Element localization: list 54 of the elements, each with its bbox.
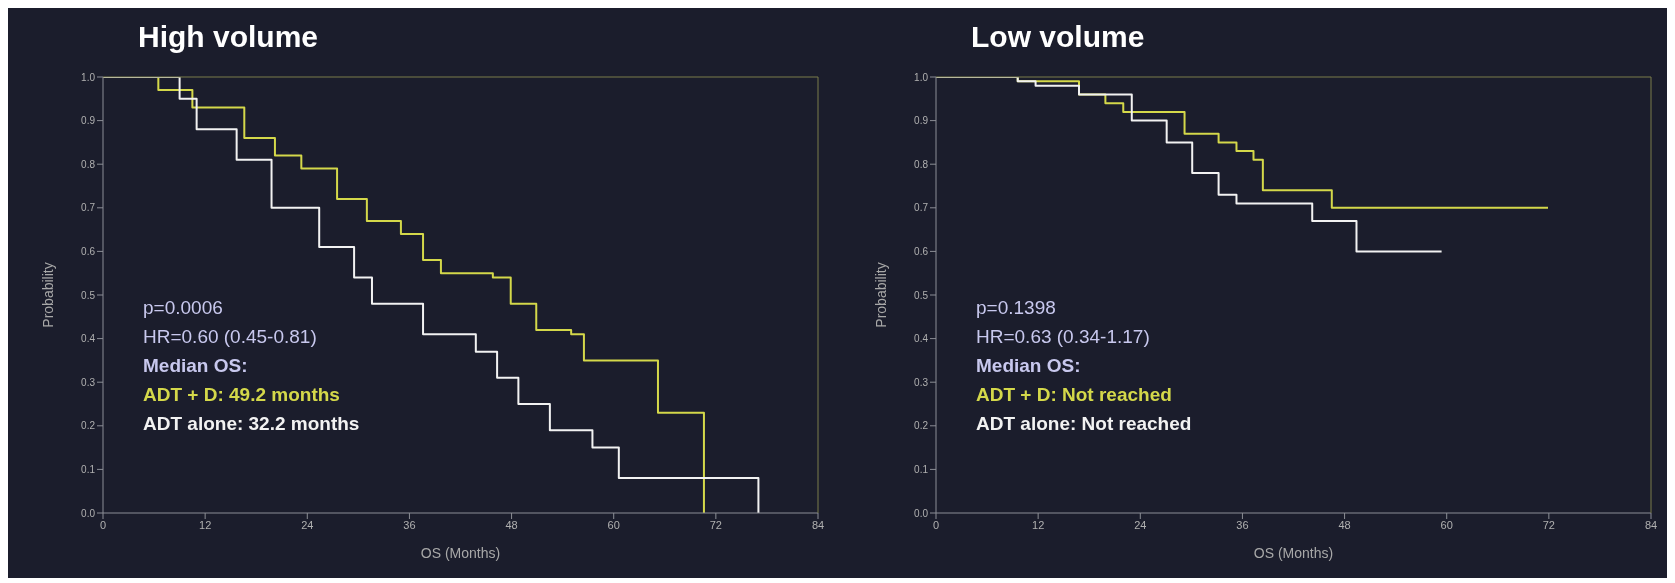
y-axis-title: Probability	[872, 262, 889, 328]
annotation: ADT alone: 32.2 months	[143, 412, 360, 436]
x-tick-label: 84	[1644, 518, 1658, 531]
annotation: ADT + D: Not reached	[976, 383, 1173, 407]
annotation: Median OS:	[143, 354, 249, 378]
x-tick-label: 24	[301, 518, 314, 531]
annotation: HR=0.60 (0.45-0.81)	[143, 325, 318, 349]
annotation: HR=0.63 (0.34-1.17)	[976, 325, 1151, 349]
y-tick-label: 0.6	[914, 245, 929, 257]
x-tick-label: 48	[505, 518, 518, 531]
annotation: p=0.1398	[976, 296, 1057, 320]
y-tick-label: 0.4	[81, 333, 96, 345]
y-tick-label: 1.0	[81, 71, 96, 83]
y-tick-label: 0.9	[81, 115, 96, 127]
y-tick-label: 0.5	[914, 289, 929, 301]
annotation: ADT alone: Not reached	[976, 412, 1192, 436]
y-tick-label: 0.2	[81, 420, 96, 432]
y-tick-label: 0.4	[914, 333, 929, 345]
x-tick-label: 60	[607, 518, 620, 531]
x-tick-label: 60	[1440, 518, 1453, 531]
y-tick-label: 0.8	[914, 158, 929, 170]
x-tick-label: 0	[932, 518, 940, 531]
x-tick-label: 24	[1134, 518, 1147, 531]
x-tick-label: 48	[1338, 518, 1351, 531]
x-tick-label: 36	[1236, 518, 1249, 531]
x-tick-label: 72	[1542, 518, 1555, 531]
y-tick-label: 0.6	[81, 245, 96, 257]
annotation: Median OS:	[976, 354, 1082, 378]
x-tick-label: 12	[1032, 518, 1045, 531]
x-tick-label: 0	[99, 518, 107, 531]
y-tick-label: 0.3	[914, 376, 929, 388]
y-tick-label: 0.1	[81, 463, 96, 475]
x-tick-label: 72	[709, 518, 722, 531]
annotation: ADT + D: 49.2 months	[143, 383, 341, 407]
x-axis-title: OS (Months)	[420, 545, 501, 561]
x-tick-label: 84	[811, 518, 825, 531]
y-tick-label: 0.1	[914, 463, 929, 475]
y-tick-label: 0.5	[81, 289, 96, 301]
y-tick-label: 0.2	[914, 420, 929, 432]
chart-title: Low volume	[971, 20, 1145, 54]
annotation: p=0.0006	[143, 296, 224, 320]
y-tick-label: 0.7	[914, 202, 929, 214]
x-tick-label: 12	[199, 518, 212, 531]
chart-title: High volume	[138, 20, 319, 54]
y-tick-label: 0.0	[914, 507, 929, 519]
y-tick-label: 0.0	[81, 507, 96, 519]
x-tick-label: 36	[403, 518, 416, 531]
y-tick-label: 0.9	[914, 115, 929, 127]
y-tick-label: 0.8	[81, 158, 96, 170]
y-tick-label: 1.0	[914, 71, 929, 83]
y-tick-label: 0.3	[81, 376, 96, 388]
x-axis-title: OS (Months)	[1253, 545, 1334, 561]
y-axis-title: Probability	[39, 262, 56, 328]
y-tick-label: 0.7	[81, 202, 96, 214]
